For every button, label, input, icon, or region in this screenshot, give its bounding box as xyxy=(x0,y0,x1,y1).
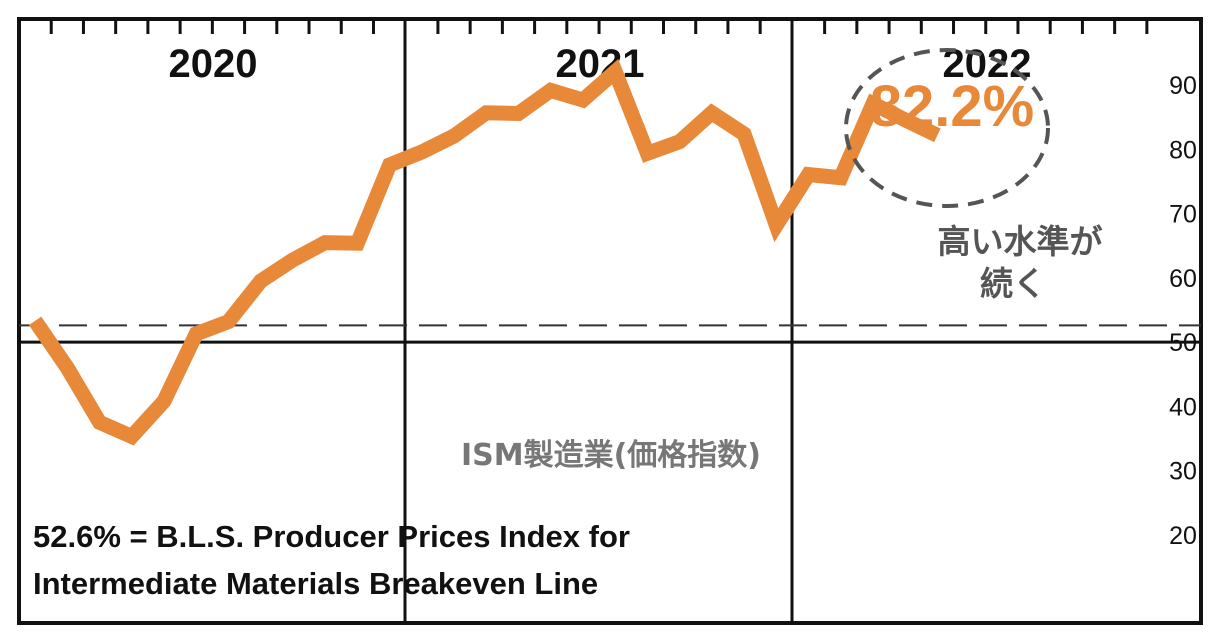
y-tick-label: 80 xyxy=(1169,136,1197,164)
year-label-2022: 2022 xyxy=(943,42,1032,86)
callout-value: 82.2% xyxy=(870,74,1034,139)
callout-text-line2: 続く xyxy=(980,264,1046,303)
y-tick-label: 70 xyxy=(1169,201,1197,229)
y-axis-labels: 20 30 40 50 60 70 80 90 xyxy=(1169,72,1197,550)
note-line2: Intermediate Materials Breakeven Line xyxy=(33,566,598,601)
y-tick-label: 90 xyxy=(1169,72,1197,100)
note-line1: 52.6% = B.L.S. Producer Prices Index for xyxy=(33,519,630,554)
y-tick-label: 30 xyxy=(1169,458,1197,486)
callout-text-line1: 高い水準が xyxy=(938,222,1103,261)
series-line xyxy=(28,59,941,446)
chart-frame xyxy=(17,17,1203,625)
y-tick-label: 50 xyxy=(1169,329,1197,357)
y-tick-label: 40 xyxy=(1169,393,1197,421)
callout-ellipse xyxy=(844,48,1050,208)
series-title: ISM製造業(価格指数) xyxy=(461,438,761,473)
y-tick-label: 60 xyxy=(1169,265,1197,293)
month-ticks xyxy=(49,19,1149,34)
year-label-2020: 2020 xyxy=(169,42,258,86)
y-tick-label: 20 xyxy=(1169,522,1197,550)
